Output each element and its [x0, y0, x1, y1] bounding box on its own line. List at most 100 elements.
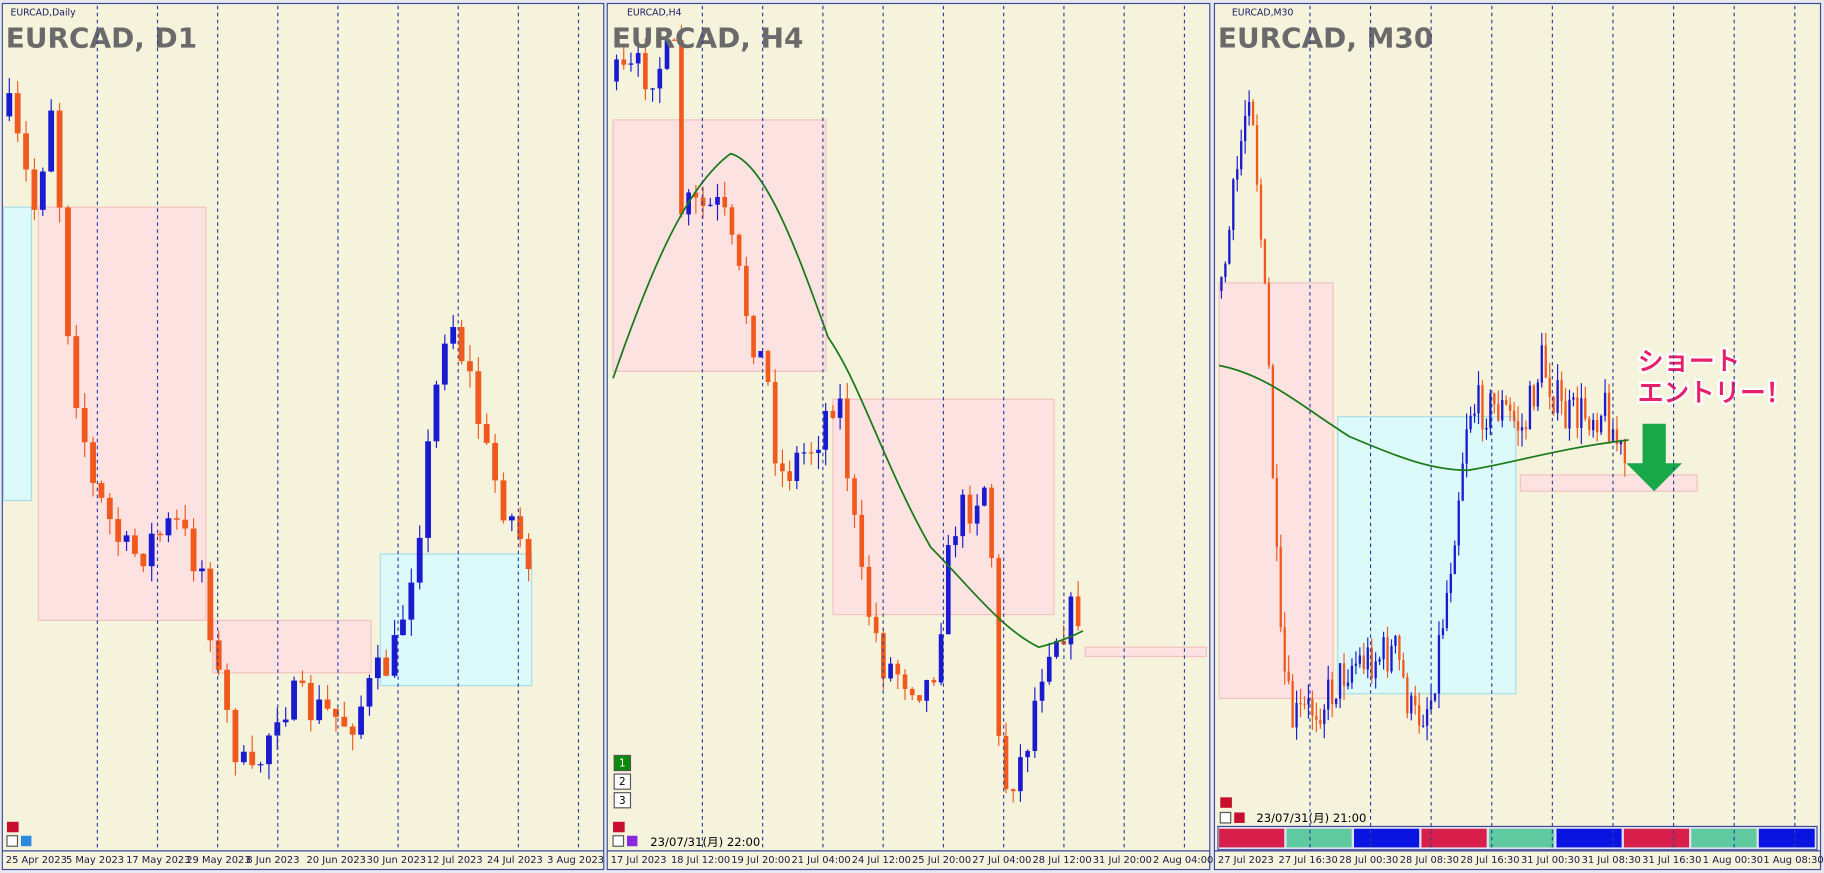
candle-body	[1232, 179, 1235, 230]
candle-body	[1572, 397, 1575, 400]
icon[interactable]	[627, 835, 638, 847]
x-axis-label: 28 Jul 12:00	[1033, 855, 1092, 866]
x-axis-label: 12 Jul 2023	[427, 855, 483, 866]
candle-body	[765, 351, 771, 382]
icon[interactable]	[6, 835, 19, 847]
chart-title: EURCAD, D1	[6, 22, 197, 55]
candle-body	[888, 663, 893, 679]
candle-body	[1552, 396, 1555, 413]
candle-body	[924, 679, 929, 701]
candle-body	[744, 265, 749, 316]
candle-body	[1568, 399, 1571, 429]
candle-body	[1560, 380, 1563, 402]
candle-body	[316, 699, 323, 721]
signal-segment	[1556, 828, 1622, 848]
candle-body	[1497, 404, 1500, 421]
candle-body	[816, 449, 821, 454]
candle-body	[1441, 628, 1445, 636]
button-label[interactable]: 2	[619, 776, 626, 788]
candle-body	[1469, 415, 1472, 430]
candle-body	[441, 343, 448, 385]
icon[interactable]	[1220, 797, 1232, 808]
candle-body	[391, 635, 398, 676]
candle-body	[866, 566, 872, 617]
x-axis-label: 28 Jul 16:30	[1460, 855, 1519, 866]
candle-body	[1046, 656, 1052, 682]
icon[interactable]	[613, 821, 625, 833]
candle-body	[366, 678, 373, 707]
x-axis-label: 27 Jul 2023	[1218, 855, 1274, 866]
button-label[interactable]: 3	[619, 795, 626, 807]
button[interactable]	[613, 754, 632, 772]
candle-body	[650, 88, 655, 90]
candle-body	[483, 423, 490, 443]
icon[interactable]	[612, 835, 625, 847]
icon[interactable]	[1234, 812, 1245, 823]
icon[interactable]	[1219, 811, 1232, 824]
annotation: ショート	[1638, 347, 1740, 377]
candle-body	[165, 518, 172, 536]
candle-body	[1382, 637, 1385, 660]
candle-body	[517, 516, 524, 539]
candle-body	[1493, 393, 1496, 405]
candle-body	[358, 706, 364, 735]
candle-body	[23, 133, 29, 170]
candle-body	[81, 408, 88, 443]
candle-body	[1350, 665, 1354, 683]
candle-body	[1240, 141, 1243, 170]
candle-body	[349, 726, 356, 735]
candle-body	[324, 699, 331, 709]
candle-body	[830, 410, 836, 418]
candle-body	[400, 619, 406, 636]
button[interactable]	[613, 773, 632, 790]
candle-body	[333, 708, 339, 717]
candle-body	[299, 680, 306, 683]
candle-body	[1516, 421, 1520, 431]
candle-body	[425, 441, 431, 538]
candle-body	[65, 207, 71, 337]
candle-body	[772, 381, 778, 464]
candle-body	[140, 553, 147, 567]
candle-body	[307, 682, 314, 721]
candle-body	[1362, 655, 1365, 670]
candle-body	[1366, 647, 1369, 670]
candle-body	[1307, 698, 1310, 705]
candle-body	[1406, 677, 1409, 714]
candle-body	[467, 361, 473, 372]
candle-body	[173, 518, 180, 520]
candle-body	[1465, 429, 1468, 464]
candle-body	[416, 537, 423, 583]
button-label[interactable]: 1	[619, 758, 626, 770]
candle-body	[132, 535, 138, 554]
candle-body	[257, 764, 264, 766]
candle-body	[1414, 695, 1417, 706]
candle-body	[657, 68, 663, 89]
signal-segment	[1354, 828, 1420, 848]
candle-body	[1334, 698, 1338, 705]
candle-body	[635, 53, 641, 64]
candle-body	[1445, 592, 1449, 629]
candle-body	[1342, 663, 1346, 687]
candle-body	[39, 171, 46, 210]
candle-body	[1599, 416, 1603, 433]
candle-body	[1623, 440, 1627, 464]
candle-body	[1370, 647, 1373, 679]
candle-body	[1580, 398, 1583, 428]
candle-body	[859, 514, 865, 567]
candle-body	[736, 234, 742, 266]
button[interactable]	[613, 792, 632, 809]
candle-body	[671, 39, 677, 41]
zone	[612, 119, 827, 372]
candle-body	[917, 695, 922, 701]
candle-body	[945, 545, 951, 635]
moving-average	[612, 152, 1084, 649]
candle-body	[1540, 345, 1543, 383]
candle-body	[6, 93, 13, 117]
icon[interactable]	[6, 821, 19, 833]
candle-body	[1271, 365, 1275, 478]
candle-body	[1299, 702, 1302, 705]
candle-body	[1323, 709, 1326, 725]
icon[interactable]	[20, 835, 32, 847]
candle-body	[1532, 385, 1536, 407]
candle-body	[852, 478, 857, 515]
